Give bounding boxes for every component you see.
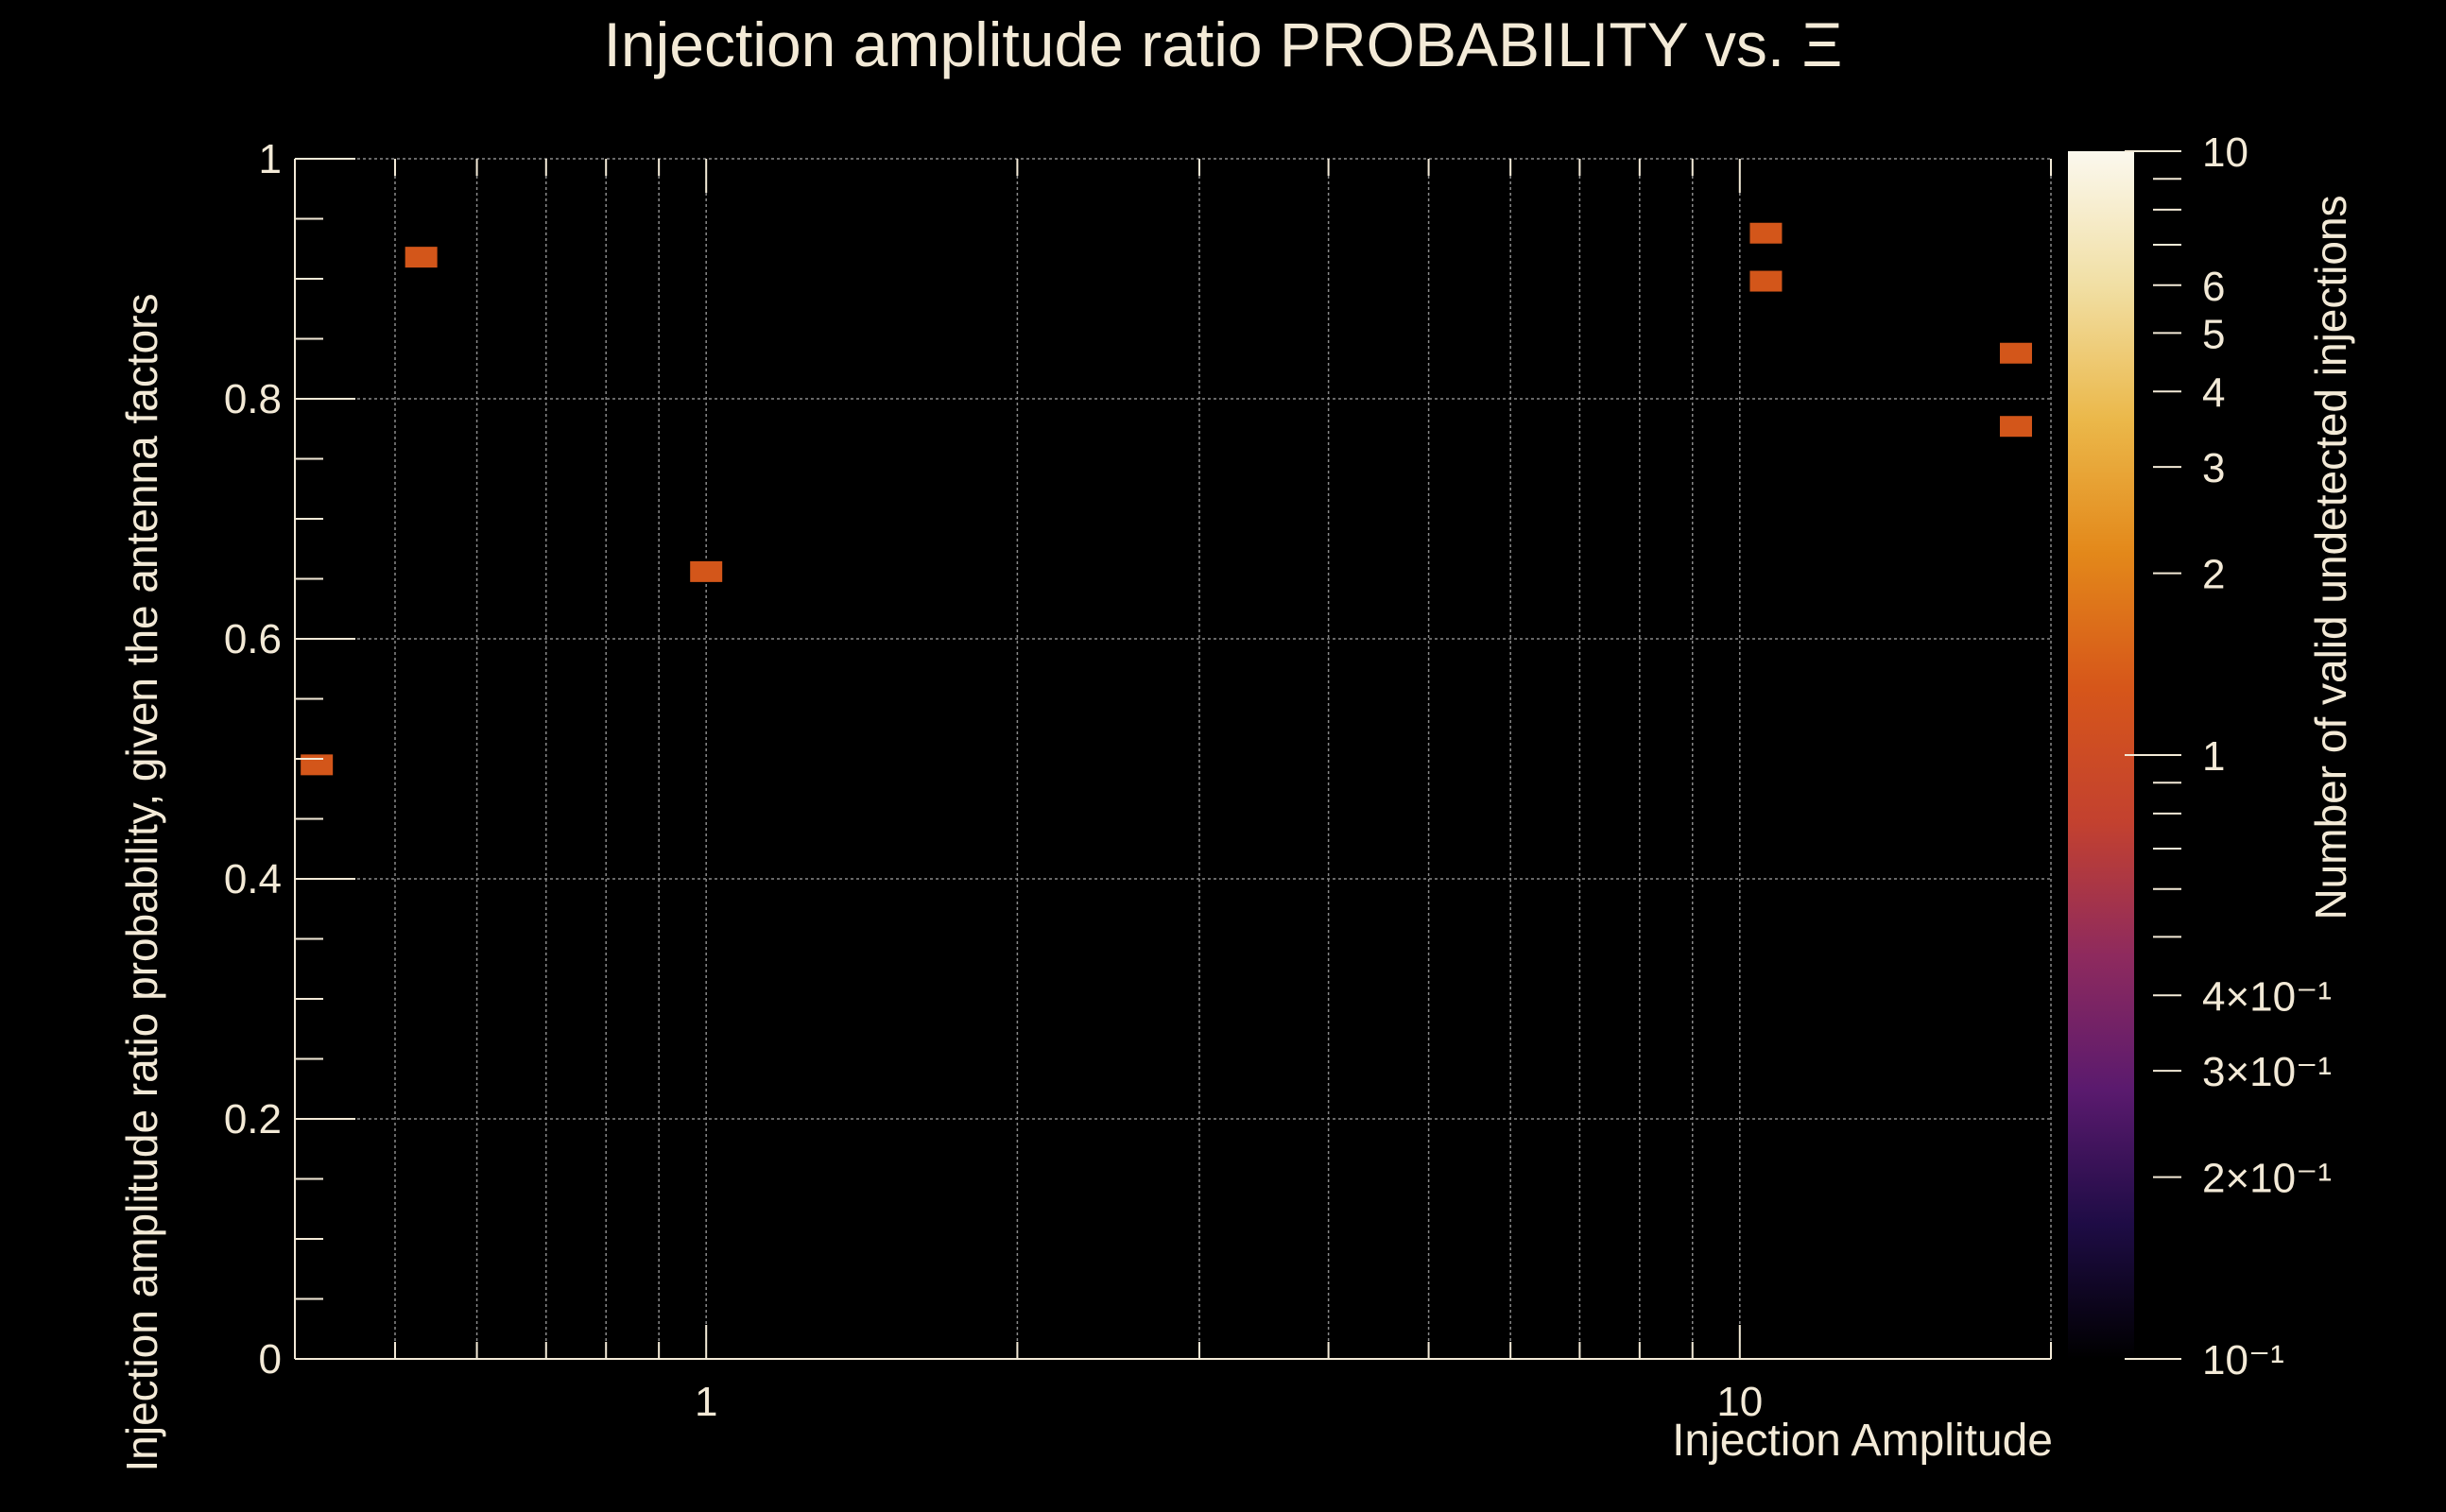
colorbar-tick-label: 6 bbox=[2202, 264, 2225, 310]
colorbar-tick-label: 2×10⁻¹ bbox=[2202, 1156, 2332, 1202]
heatmap-cell bbox=[1999, 342, 2032, 364]
heatmap-cell bbox=[690, 560, 723, 582]
colorbar-tick-label: 4 bbox=[2202, 369, 2225, 416]
colorbar-tick-label: 4×10⁻¹ bbox=[2202, 973, 2332, 1020]
colorbar-tick-label: 5 bbox=[2202, 311, 2225, 357]
colorbar-tick-label: 2 bbox=[2202, 552, 2225, 598]
heatmap-cell bbox=[1749, 222, 1783, 244]
colorbar-tick-label: 3 bbox=[2202, 445, 2225, 491]
y-tick-label: 0.2 bbox=[224, 1096, 282, 1143]
heatmap-cells bbox=[301, 222, 2032, 776]
chart-title: Injection amplitude ratio PROBABILITY vs… bbox=[604, 9, 1843, 79]
colorbar-tick-label: 1 bbox=[2202, 733, 2225, 780]
colorbar: 10 65 4 3 2 1 4×10⁻¹ 3×10⁻¹ 2×10⁻¹ 10⁻¹ bbox=[2068, 129, 2332, 1383]
colorbar-scale bbox=[2068, 151, 2134, 1359]
x-tick-label: 1 bbox=[695, 1379, 717, 1425]
y-tick-label: 0 bbox=[259, 1336, 282, 1383]
y-tick-label: 0.6 bbox=[224, 616, 282, 662]
grid-lines bbox=[294, 158, 2052, 1360]
colorbar-tick-label: 10 bbox=[2202, 129, 2248, 176]
x-tick-label: 10 bbox=[1716, 1379, 1763, 1425]
y-tick-label: 1 bbox=[259, 136, 282, 182]
heatmap-cell bbox=[301, 754, 334, 776]
colorbar-label: Number of valid undetected injections bbox=[2306, 195, 2355, 919]
heatmap-cell bbox=[405, 247, 438, 268]
heatmap-cell bbox=[1999, 416, 2032, 438]
colorbar-tick-label: 3×10⁻¹ bbox=[2202, 1049, 2332, 1095]
heatmap-cell bbox=[1749, 270, 1783, 292]
y-tick-label: 0.4 bbox=[224, 856, 282, 902]
y-axis-label: Injection amplitude ratio probability, g… bbox=[117, 293, 166, 1471]
axes: 1 10 0 0.2 0.4 0.6 0.8 1 bbox=[224, 136, 2052, 1425]
x-axis-label: Injection Amplitude bbox=[1672, 1416, 2053, 1466]
y-tick-label: 0.8 bbox=[224, 376, 282, 422]
colorbar-tick-label: 10⁻¹ bbox=[2202, 1337, 2284, 1383]
